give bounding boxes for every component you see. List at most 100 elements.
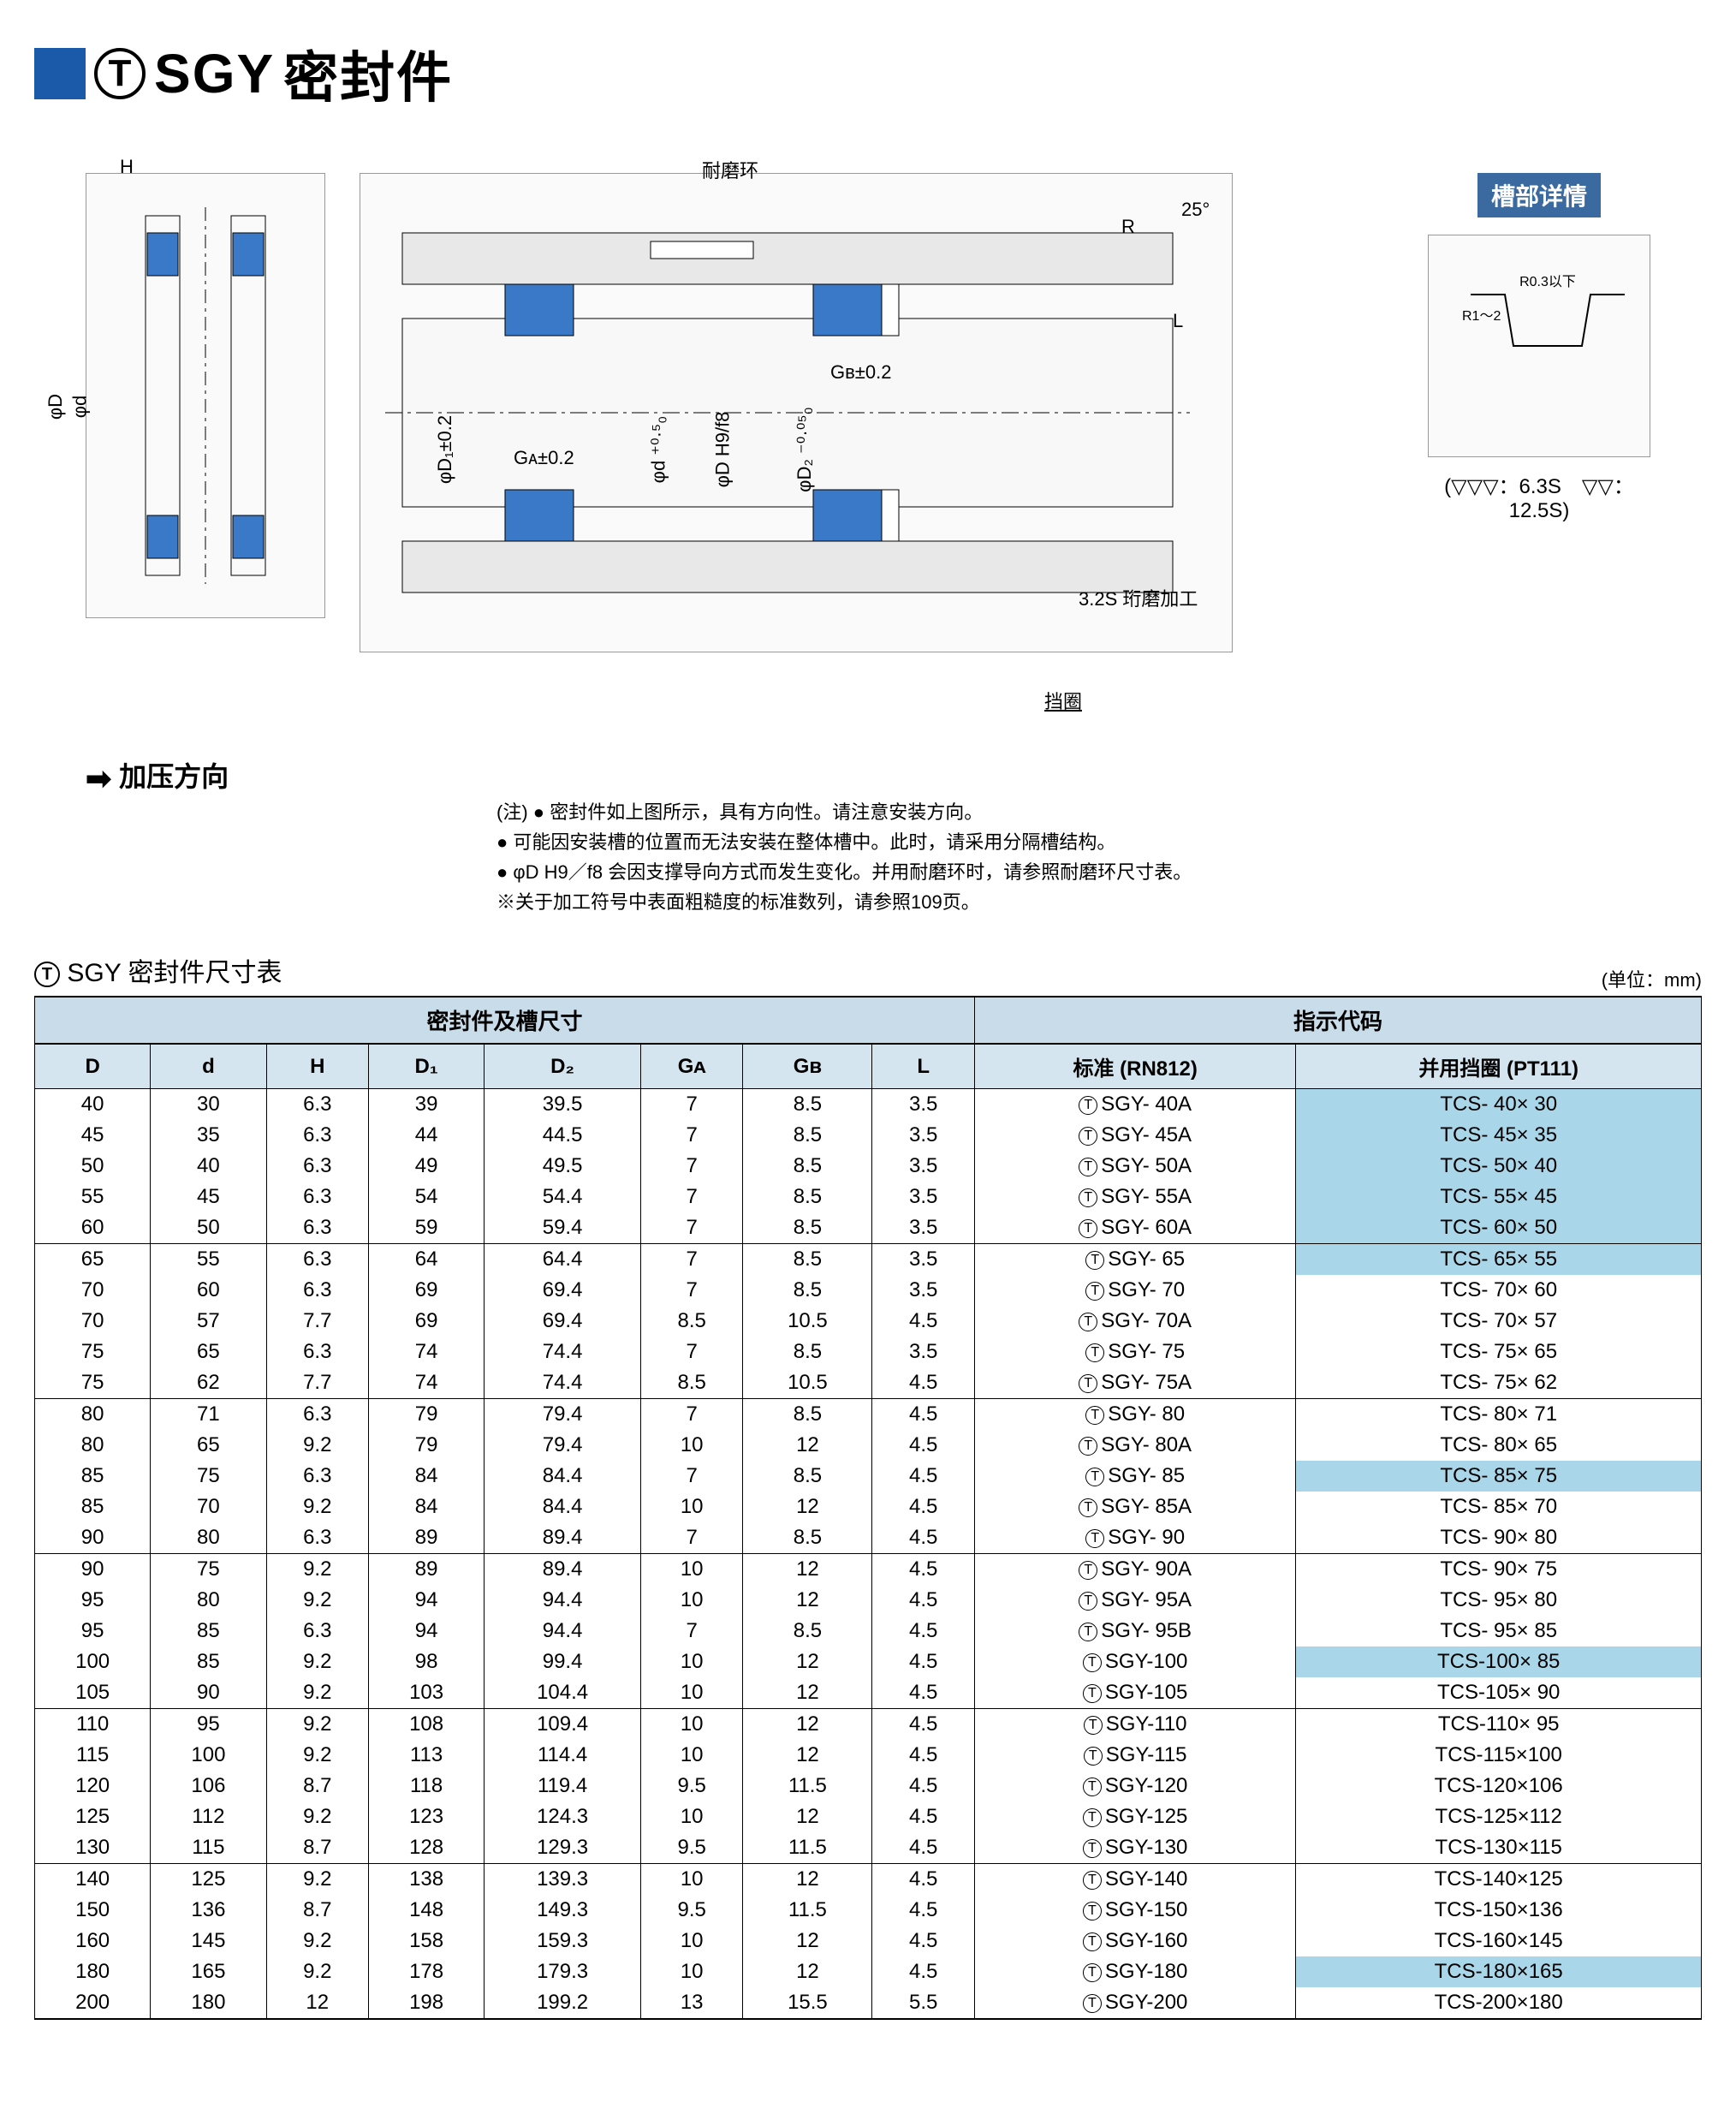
cell-d: 80 bbox=[151, 1585, 266, 1616]
cell-GA: 10 bbox=[640, 1492, 742, 1522]
cell-D2: 84.4 bbox=[485, 1461, 641, 1492]
circle-t-mark-icon: T bbox=[1085, 1468, 1104, 1486]
cell-D1: 123 bbox=[368, 1801, 484, 1832]
col-std: 标准 (RN812) bbox=[974, 1044, 1295, 1089]
pressure-direction: ➡ 加压方向 bbox=[86, 755, 1702, 797]
cell-pt-code: TCS- 45× 35 bbox=[1296, 1120, 1702, 1151]
cell-D2: 129.3 bbox=[485, 1832, 641, 1864]
cell-D2: 159.3 bbox=[485, 1926, 641, 1956]
cell-pt-code: TCS- 85× 70 bbox=[1296, 1492, 1702, 1522]
circle-t-mark-icon: T bbox=[1079, 1219, 1097, 1238]
cell-d: 62 bbox=[151, 1367, 266, 1399]
cell-D2: 119.4 bbox=[485, 1771, 641, 1801]
col-pt: 并用挡圈 (PT111) bbox=[1296, 1044, 1702, 1089]
cell-pt-code: TCS- 95× 85 bbox=[1296, 1616, 1702, 1647]
col-D: D bbox=[35, 1044, 151, 1089]
cell-GA: 7 bbox=[640, 1616, 742, 1647]
cell-std-code: TSGY- 85 bbox=[974, 1461, 1295, 1492]
cell-std-code: TSGY-160 bbox=[974, 1926, 1295, 1956]
svg-text:R0.3以下: R0.3以下 bbox=[1519, 275, 1576, 289]
cell-pt-code: TCS-130×115 bbox=[1296, 1832, 1702, 1864]
cell-H: 6.3 bbox=[266, 1616, 368, 1647]
circle-t-mark-icon: T bbox=[1083, 1778, 1102, 1796]
cell-pt-code: TCS- 70× 57 bbox=[1296, 1306, 1702, 1337]
cell-L: 4.5 bbox=[872, 1771, 974, 1801]
cell-D: 100 bbox=[35, 1647, 151, 1677]
cell-D1: 128 bbox=[368, 1832, 484, 1864]
cell-D2: 124.3 bbox=[485, 1801, 641, 1832]
cell-D2: 109.4 bbox=[485, 1709, 641, 1741]
table-row: 45356.34444.578.53.5TSGY- 45ATCS- 45× 35 bbox=[35, 1120, 1702, 1151]
table-row: 60506.35959.478.53.5TSGY- 60ATCS- 60× 50 bbox=[35, 1212, 1702, 1244]
circle-t-mark-icon: T bbox=[1079, 1437, 1097, 1456]
table-row: 1151009.2113114.410124.5TSGY-115TCS-115×… bbox=[35, 1740, 1702, 1771]
cell-H: 6.3 bbox=[266, 1244, 368, 1276]
circle-t-mark-icon: T bbox=[1085, 1282, 1104, 1301]
cell-pt-code: TCS-150×136 bbox=[1296, 1895, 1702, 1926]
cell-L: 4.5 bbox=[872, 1585, 974, 1616]
cell-GA: 10 bbox=[640, 1801, 742, 1832]
cell-D2: 54.4 bbox=[485, 1182, 641, 1212]
cell-D: 150 bbox=[35, 1895, 151, 1926]
note-1: 密封件如上图所示，具有方向性。请注意安装方向。 bbox=[533, 801, 983, 823]
cell-GB: 12 bbox=[743, 1647, 872, 1677]
label-phiD1: φD₁±0.2 bbox=[434, 415, 456, 484]
cell-std-code: TSGY-100 bbox=[974, 1647, 1295, 1677]
cell-pt-code: TCS-105× 90 bbox=[1296, 1677, 1702, 1709]
cell-d: 180 bbox=[151, 1987, 266, 2019]
label-H: H bbox=[120, 156, 134, 178]
cell-GA: 10 bbox=[640, 1956, 742, 1987]
cell-pt-code: TCS- 75× 62 bbox=[1296, 1367, 1702, 1399]
cell-D1: 98 bbox=[368, 1647, 484, 1677]
cell-std-code: TSGY- 65 bbox=[974, 1244, 1295, 1276]
cell-D1: 69 bbox=[368, 1306, 484, 1337]
circle-t-mark-icon: T bbox=[1083, 1839, 1102, 1858]
circle-t-mark-icon: T bbox=[1079, 1592, 1097, 1611]
cell-D1: 89 bbox=[368, 1522, 484, 1554]
label-surface: 3.2S 珩磨加工 bbox=[1079, 584, 1198, 611]
table-row: 85709.28484.410124.5TSGY- 85ATCS- 85× 70 bbox=[35, 1492, 1702, 1522]
cell-d: 90 bbox=[151, 1677, 266, 1709]
cell-H: 9.2 bbox=[266, 1926, 368, 1956]
cell-D2: 69.4 bbox=[485, 1275, 641, 1306]
cell-D: 90 bbox=[35, 1554, 151, 1586]
cell-GA: 7 bbox=[640, 1522, 742, 1554]
cell-d: 45 bbox=[151, 1182, 266, 1212]
cell-std-code: TSGY-110 bbox=[974, 1709, 1295, 1741]
cell-L: 3.5 bbox=[872, 1151, 974, 1182]
arrow-icon: ➡ bbox=[86, 761, 111, 796]
cell-D: 85 bbox=[35, 1461, 151, 1492]
cell-d: 30 bbox=[151, 1089, 266, 1121]
cell-GA: 7 bbox=[640, 1399, 742, 1431]
col-H: H bbox=[266, 1044, 368, 1089]
cell-D1: 89 bbox=[368, 1554, 484, 1586]
cell-D: 200 bbox=[35, 1987, 151, 2019]
cell-pt-code: TCS-180×165 bbox=[1296, 1956, 1702, 1987]
circle-t-mark-icon: T bbox=[1085, 1529, 1104, 1548]
cell-GA: 7 bbox=[640, 1212, 742, 1244]
cell-d: 70 bbox=[151, 1492, 266, 1522]
cell-GA: 10 bbox=[640, 1554, 742, 1586]
cell-GB: 12 bbox=[743, 1585, 872, 1616]
table-row: 1201068.7118119.49.511.54.5TSGY-120TCS-1… bbox=[35, 1771, 1702, 1801]
cell-L: 3.5 bbox=[872, 1212, 974, 1244]
cell-L: 4.5 bbox=[872, 1647, 974, 1677]
title-square-icon bbox=[34, 48, 86, 99]
cell-pt-code: TCS-115×100 bbox=[1296, 1740, 1702, 1771]
cell-H: 9.2 bbox=[266, 1740, 368, 1771]
cell-GA: 9.5 bbox=[640, 1832, 742, 1864]
cell-pt-code: TCS-200×180 bbox=[1296, 1987, 1702, 2019]
cell-D1: 84 bbox=[368, 1461, 484, 1492]
label-R: R bbox=[1121, 216, 1135, 238]
cell-D: 95 bbox=[35, 1585, 151, 1616]
cell-L: 4.5 bbox=[872, 1677, 974, 1709]
cell-D1: 44 bbox=[368, 1120, 484, 1151]
circle-t-mark-icon: T bbox=[1083, 1994, 1102, 2013]
col-GA: Gᴀ bbox=[640, 1044, 742, 1089]
circle-t-mark-icon: T bbox=[1079, 1096, 1097, 1115]
circle-t-mark-icon: T bbox=[1083, 1808, 1102, 1827]
cell-H: 9.2 bbox=[266, 1647, 368, 1677]
cell-std-code: TSGY- 75 bbox=[974, 1337, 1295, 1367]
cell-GA: 10 bbox=[640, 1740, 742, 1771]
cell-D: 85 bbox=[35, 1492, 151, 1522]
